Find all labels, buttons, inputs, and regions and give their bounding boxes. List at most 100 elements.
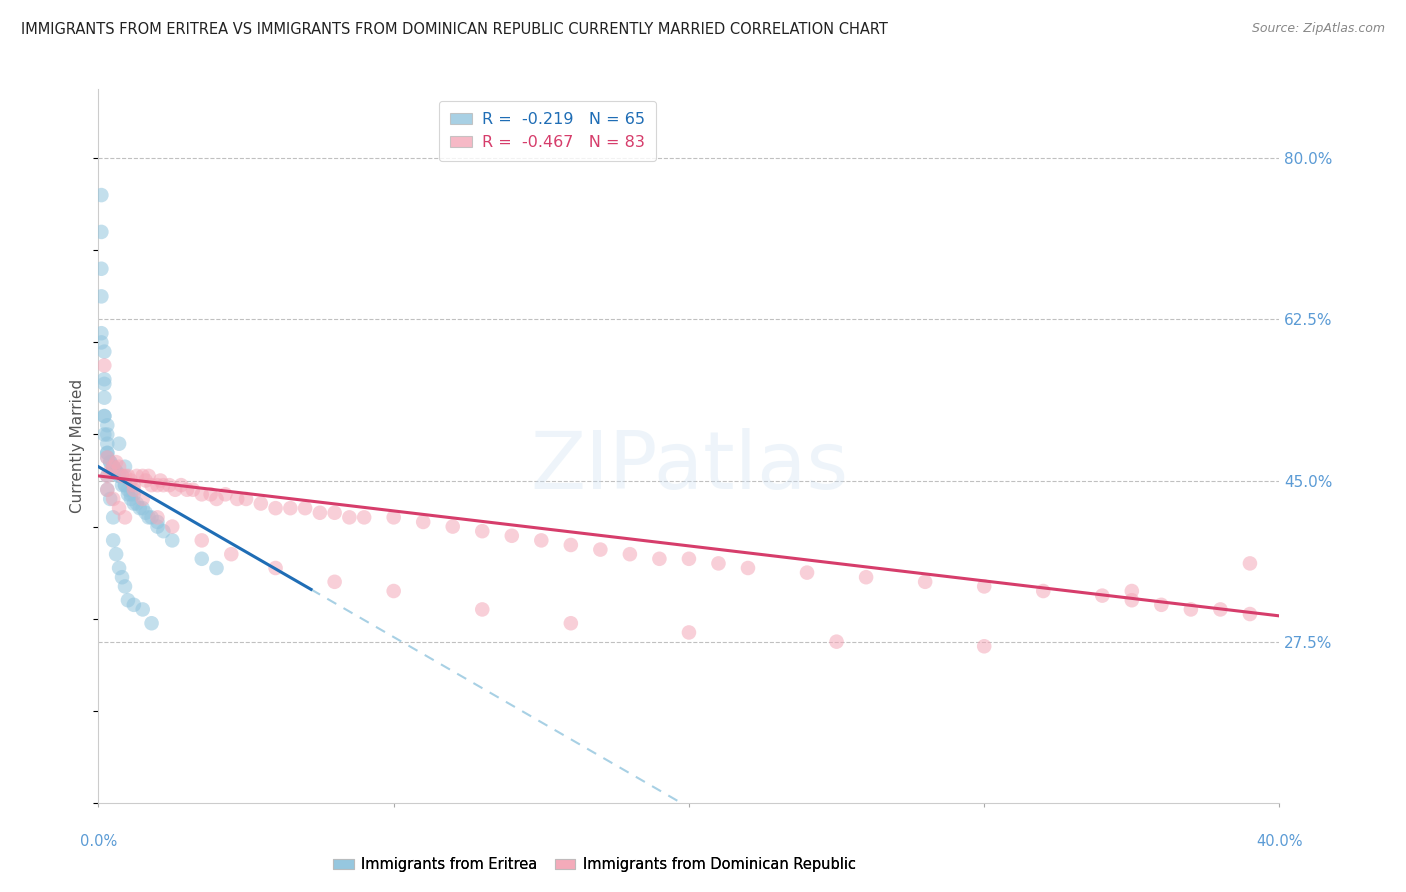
Point bbox=[589, 542, 612, 557]
Text: 40.0%: 40.0% bbox=[1256, 834, 1303, 849]
Point bbox=[111, 570, 134, 584]
Point bbox=[114, 579, 136, 593]
Point bbox=[98, 491, 121, 506]
Point bbox=[264, 501, 287, 516]
Point bbox=[96, 427, 118, 442]
Point bbox=[114, 478, 136, 492]
Point bbox=[152, 478, 174, 492]
Point bbox=[111, 478, 134, 492]
Point bbox=[264, 561, 287, 575]
Point bbox=[200, 487, 222, 501]
Point bbox=[93, 376, 115, 391]
Point bbox=[294, 501, 316, 516]
Text: Source: ZipAtlas.com: Source: ZipAtlas.com bbox=[1251, 22, 1385, 36]
Point bbox=[170, 478, 193, 492]
Point bbox=[96, 446, 118, 460]
Point bbox=[135, 474, 157, 488]
Point bbox=[152, 524, 174, 538]
Point bbox=[117, 469, 139, 483]
Point bbox=[93, 409, 115, 423]
Point bbox=[1121, 584, 1143, 599]
Point bbox=[471, 524, 494, 538]
Point bbox=[105, 455, 128, 469]
Point bbox=[122, 478, 145, 492]
Point bbox=[205, 561, 228, 575]
Point bbox=[96, 483, 118, 497]
Point bbox=[825, 634, 848, 648]
Point bbox=[108, 469, 131, 483]
Point bbox=[191, 551, 214, 566]
Point bbox=[108, 561, 131, 575]
Point bbox=[1209, 602, 1232, 616]
Point bbox=[103, 464, 125, 478]
Point bbox=[412, 515, 434, 529]
Point bbox=[114, 469, 136, 483]
Point bbox=[707, 557, 730, 571]
Point bbox=[93, 427, 115, 442]
Point bbox=[117, 593, 139, 607]
Point bbox=[103, 459, 125, 474]
Point bbox=[235, 491, 257, 506]
Point bbox=[226, 491, 249, 506]
Point bbox=[278, 501, 302, 516]
Point bbox=[323, 506, 346, 520]
Point bbox=[103, 459, 125, 474]
Point bbox=[135, 506, 157, 520]
Point bbox=[98, 455, 121, 469]
Point bbox=[90, 225, 112, 239]
Point bbox=[125, 497, 148, 511]
Point bbox=[120, 487, 142, 501]
Point bbox=[560, 538, 582, 552]
Point bbox=[117, 487, 139, 501]
Point bbox=[93, 359, 115, 373]
Point bbox=[501, 529, 523, 543]
Point bbox=[90, 188, 112, 202]
Point bbox=[181, 483, 204, 497]
Point bbox=[128, 501, 150, 516]
Point bbox=[103, 533, 125, 548]
Point bbox=[122, 497, 145, 511]
Point bbox=[103, 491, 125, 506]
Point bbox=[114, 510, 136, 524]
Point bbox=[973, 640, 995, 654]
Point bbox=[1239, 557, 1261, 571]
Point bbox=[105, 547, 128, 561]
Point bbox=[132, 602, 155, 616]
Point bbox=[855, 570, 877, 584]
Point bbox=[914, 574, 936, 589]
Point bbox=[648, 551, 671, 566]
Point bbox=[165, 483, 187, 497]
Point bbox=[796, 566, 818, 580]
Point bbox=[560, 616, 582, 631]
Point bbox=[96, 450, 118, 465]
Point bbox=[146, 519, 169, 533]
Point bbox=[176, 483, 198, 497]
Point bbox=[98, 464, 121, 478]
Point bbox=[132, 491, 155, 506]
Text: 0.0%: 0.0% bbox=[80, 834, 117, 849]
Point bbox=[353, 510, 375, 524]
Point bbox=[146, 510, 169, 524]
Point bbox=[90, 335, 112, 350]
Point bbox=[441, 519, 464, 533]
Point bbox=[111, 469, 134, 483]
Point bbox=[93, 391, 115, 405]
Point bbox=[162, 519, 183, 533]
Point bbox=[214, 487, 236, 501]
Point bbox=[105, 464, 128, 478]
Point bbox=[471, 602, 494, 616]
Point bbox=[205, 491, 228, 506]
Point bbox=[737, 561, 759, 575]
Point bbox=[108, 469, 131, 483]
Point bbox=[1150, 598, 1173, 612]
Point bbox=[132, 501, 155, 516]
Point bbox=[103, 459, 125, 474]
Point bbox=[108, 459, 131, 474]
Point bbox=[382, 510, 405, 524]
Point bbox=[105, 464, 128, 478]
Point bbox=[96, 446, 118, 460]
Point bbox=[122, 487, 145, 501]
Point bbox=[138, 469, 160, 483]
Point bbox=[96, 436, 118, 450]
Point bbox=[323, 574, 346, 589]
